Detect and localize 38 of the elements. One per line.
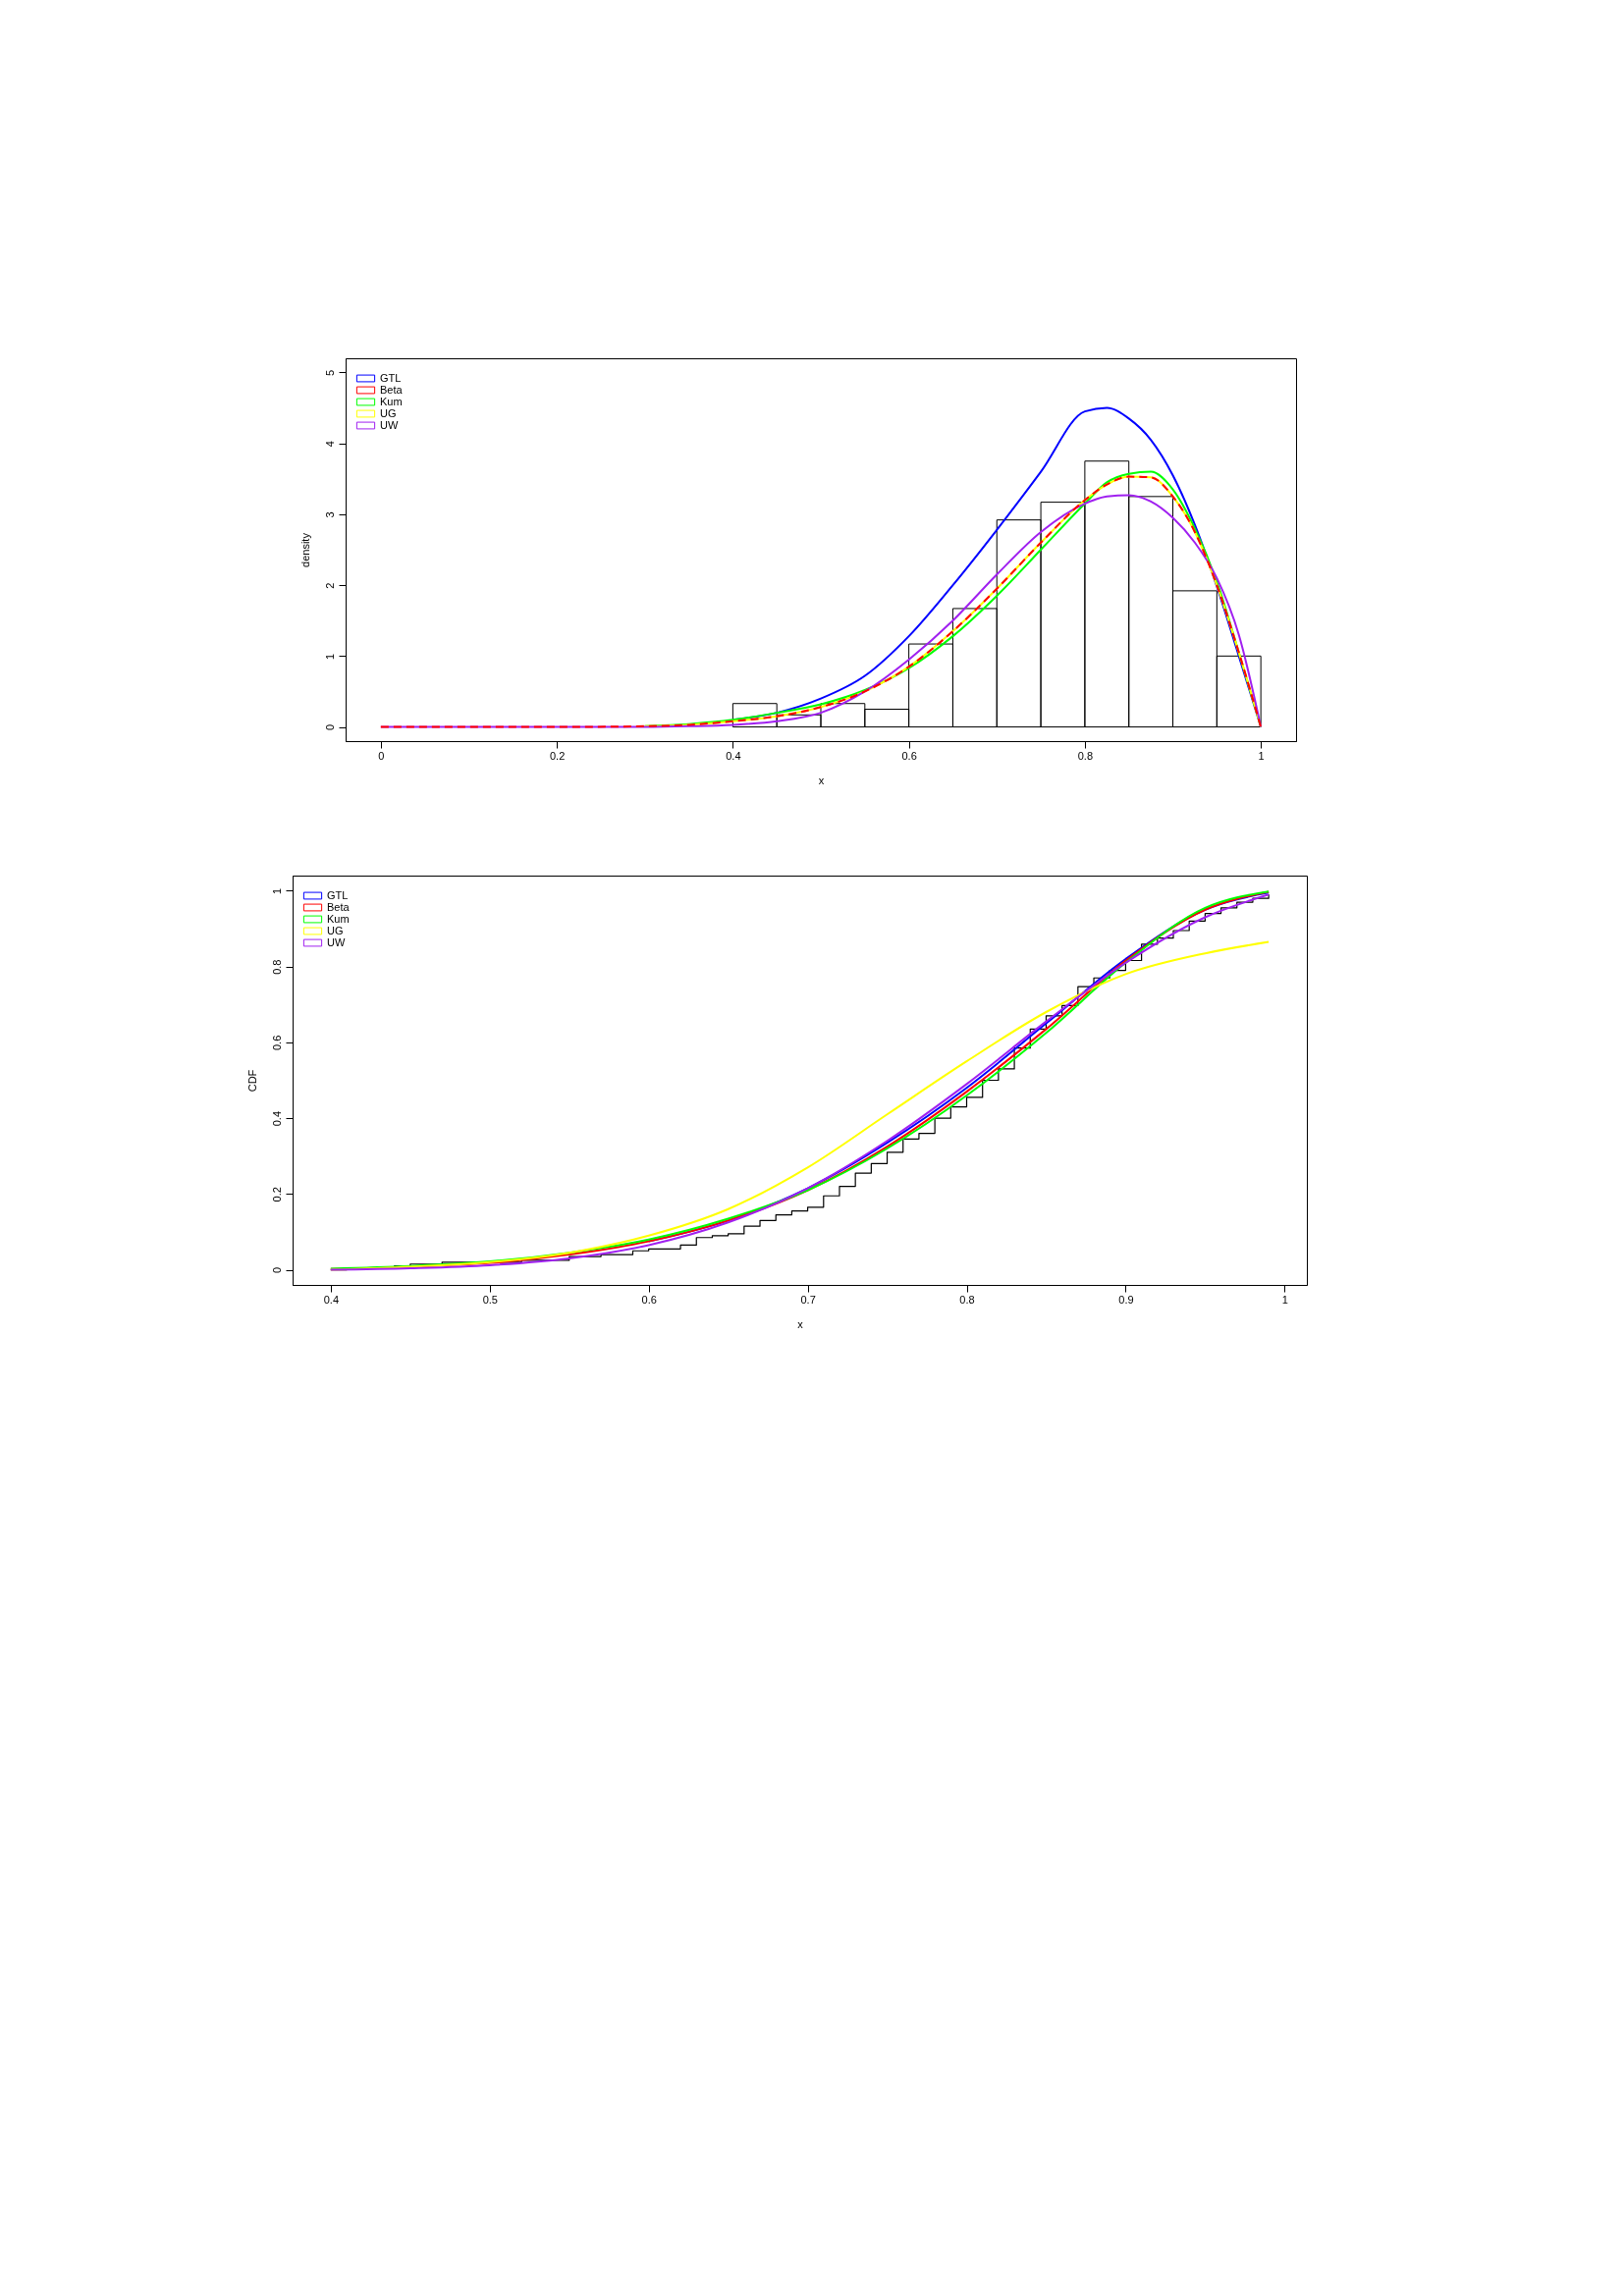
y-tick-label: 0.8 xyxy=(270,959,283,975)
y-tick-label: 5 xyxy=(323,369,336,377)
y-tick-label: 4 xyxy=(323,441,336,448)
legend-label: GTL xyxy=(380,371,402,384)
x-tick-label: 0.6 xyxy=(641,1293,657,1306)
y-axis-title: CDF xyxy=(245,1069,258,1093)
legend-label: Beta xyxy=(327,900,351,913)
y-tick-label: 2 xyxy=(323,582,336,589)
x-tick-label: 0 xyxy=(378,749,385,762)
y-tick-label: 1 xyxy=(270,887,283,895)
y-tick-label: 0.2 xyxy=(270,1187,283,1202)
y-tick-label: 0.4 xyxy=(270,1110,283,1127)
x-tick-label: 0.8 xyxy=(959,1293,975,1306)
x-tick-label: 0.9 xyxy=(1118,1293,1134,1306)
legend-label: UW xyxy=(327,935,346,948)
y-axis-title: density xyxy=(298,532,311,567)
legend-label: UG xyxy=(380,406,397,419)
x-tick-label: 0.6 xyxy=(901,749,917,762)
x-tick-label: 0.7 xyxy=(800,1293,816,1306)
x-tick-label: 0.5 xyxy=(482,1293,498,1306)
y-tick-label: 0.6 xyxy=(270,1035,283,1051)
y-tick-label: 1 xyxy=(323,653,336,660)
legend-label: Kum xyxy=(327,912,350,925)
y-tick-label: 0 xyxy=(323,723,336,731)
x-axis-title: x xyxy=(797,1317,804,1330)
x-tick-label: 0.8 xyxy=(1077,749,1094,762)
x-tick-label: 0.2 xyxy=(549,749,566,762)
legend-label: UG xyxy=(327,924,344,936)
y-tick-label: 0 xyxy=(270,1266,283,1274)
x-axis-title: x xyxy=(818,774,825,786)
legend-label: UW xyxy=(380,418,399,431)
x-tick-label: 1 xyxy=(1281,1293,1288,1306)
legend-label: Beta xyxy=(380,383,404,396)
x-tick-label: 1 xyxy=(1258,749,1265,762)
legend-label: Kum xyxy=(380,395,403,407)
legend-label: GTL xyxy=(327,888,349,901)
x-tick-label: 0.4 xyxy=(726,749,741,762)
y-tick-label: 3 xyxy=(323,511,336,518)
